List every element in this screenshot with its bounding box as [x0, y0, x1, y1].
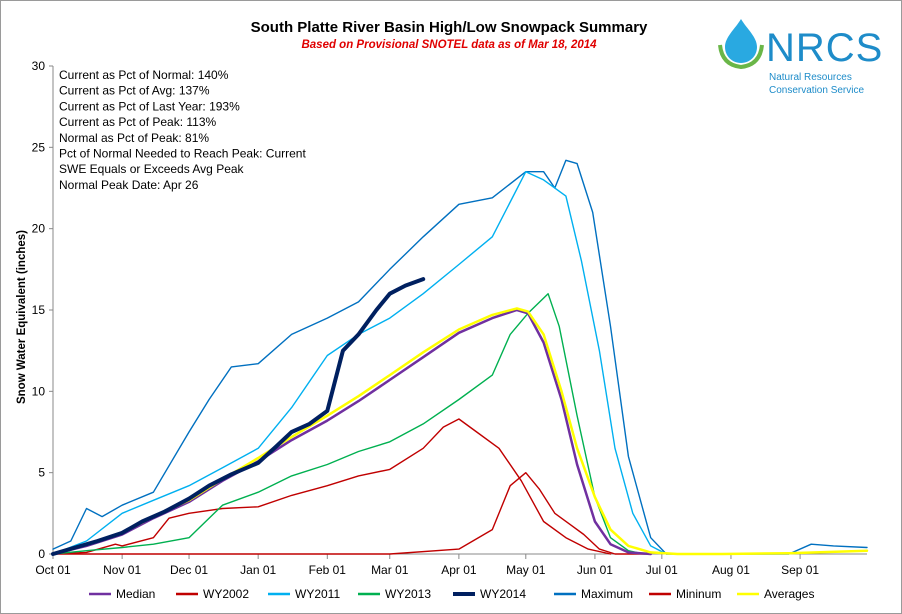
series-line-wy2013 [52, 293, 645, 555]
legend-label: WY2014 [480, 587, 526, 601]
stat-line: Pct of Normal Needed to Reach Peak: Curr… [59, 147, 306, 161]
stat-line: Current as Pct of Peak: 113% [59, 115, 217, 129]
x-tick-label: Oct 01 [35, 563, 71, 577]
legend: Median WY2002 WY2011 WY2013 WY2014 Maximum Min… [89, 587, 814, 601]
stats-box: Current as Pct of Normal: 140% Current as… [59, 68, 306, 192]
x-tick-label: Jan 01 [240, 563, 276, 577]
series-group [51, 159, 869, 556]
y-tick-group: 0 5 10 15 20 25 30 [32, 59, 53, 561]
logo-text: NRCS [766, 26, 883, 70]
nrcs-logo: NRCS Natural Resources Conservation Serv… [718, 19, 883, 96]
series-line-median [51, 308, 652, 556]
y-tick-label: 5 [38, 466, 45, 480]
y-tick-label: 0 [38, 547, 45, 561]
y-tick-label: 30 [32, 59, 46, 73]
x-tick-label: Apr 01 [441, 563, 477, 577]
chart-title: South Platte River Basin High/Low Snowpa… [251, 19, 648, 36]
series-line-wy2014 [51, 277, 426, 556]
stat-line: Current as Pct of Normal: 140% [59, 68, 229, 82]
legend-label: WY2002 [203, 587, 249, 601]
series-line-maximum [52, 159, 868, 555]
legend-label: WY2013 [385, 587, 431, 601]
legend-label: Median [116, 587, 155, 601]
stat-line: Normal Peak Date: Apr 26 [59, 178, 199, 192]
water-drop-icon [725, 19, 757, 63]
stat-line: SWE Equals or Exceeds Avg Peak [59, 162, 245, 176]
x-tick-label: May 01 [506, 563, 546, 577]
legend-label: Averages [764, 587, 814, 601]
x-tick-label: Feb 01 [309, 563, 347, 577]
series-line-wy2011 [52, 170, 667, 555]
logo-line1: Natural Resources [769, 72, 852, 83]
y-tick-label: 10 [32, 384, 46, 398]
stat-line: Normal as Pct of Peak: 81% [59, 131, 209, 145]
logo-line2: Conservation Service [769, 85, 864, 96]
legend-label: WY2011 [295, 587, 340, 601]
y-axis-label: Snow Water Equivalent (inches) [16, 230, 28, 404]
series-line-mininum [52, 472, 652, 555]
y-tick-label: 15 [32, 303, 46, 317]
legend-label: Maximum [581, 587, 633, 601]
x-tick-label: Mar 01 [371, 563, 409, 577]
x-tick-label: Nov 01 [103, 563, 141, 577]
legend-label: Mininum [676, 587, 721, 601]
chart-subtitle: Based on Provisional SNOTEL data as of M… [301, 39, 597, 51]
series-line-wy2002 [52, 418, 612, 555]
x-tick-group: Oct 01 Nov 01 Dec 01 Jan 01 Feb 01 Mar 01 Apr … [35, 554, 819, 577]
y-tick-label: 20 [32, 222, 46, 236]
x-tick-label: Aug 01 [712, 563, 750, 577]
x-tick-label: Sep 01 [781, 563, 819, 577]
stat-line: Current as Pct of Avg: 137% [59, 84, 210, 98]
x-tick-label: Dec 01 [170, 563, 208, 577]
y-tick-label: 25 [32, 140, 46, 154]
x-tick-label: Jun 01 [577, 563, 613, 577]
x-tick-label: Jul 01 [646, 563, 678, 577]
stat-line: Current as Pct of Last Year: 193% [59, 99, 240, 113]
